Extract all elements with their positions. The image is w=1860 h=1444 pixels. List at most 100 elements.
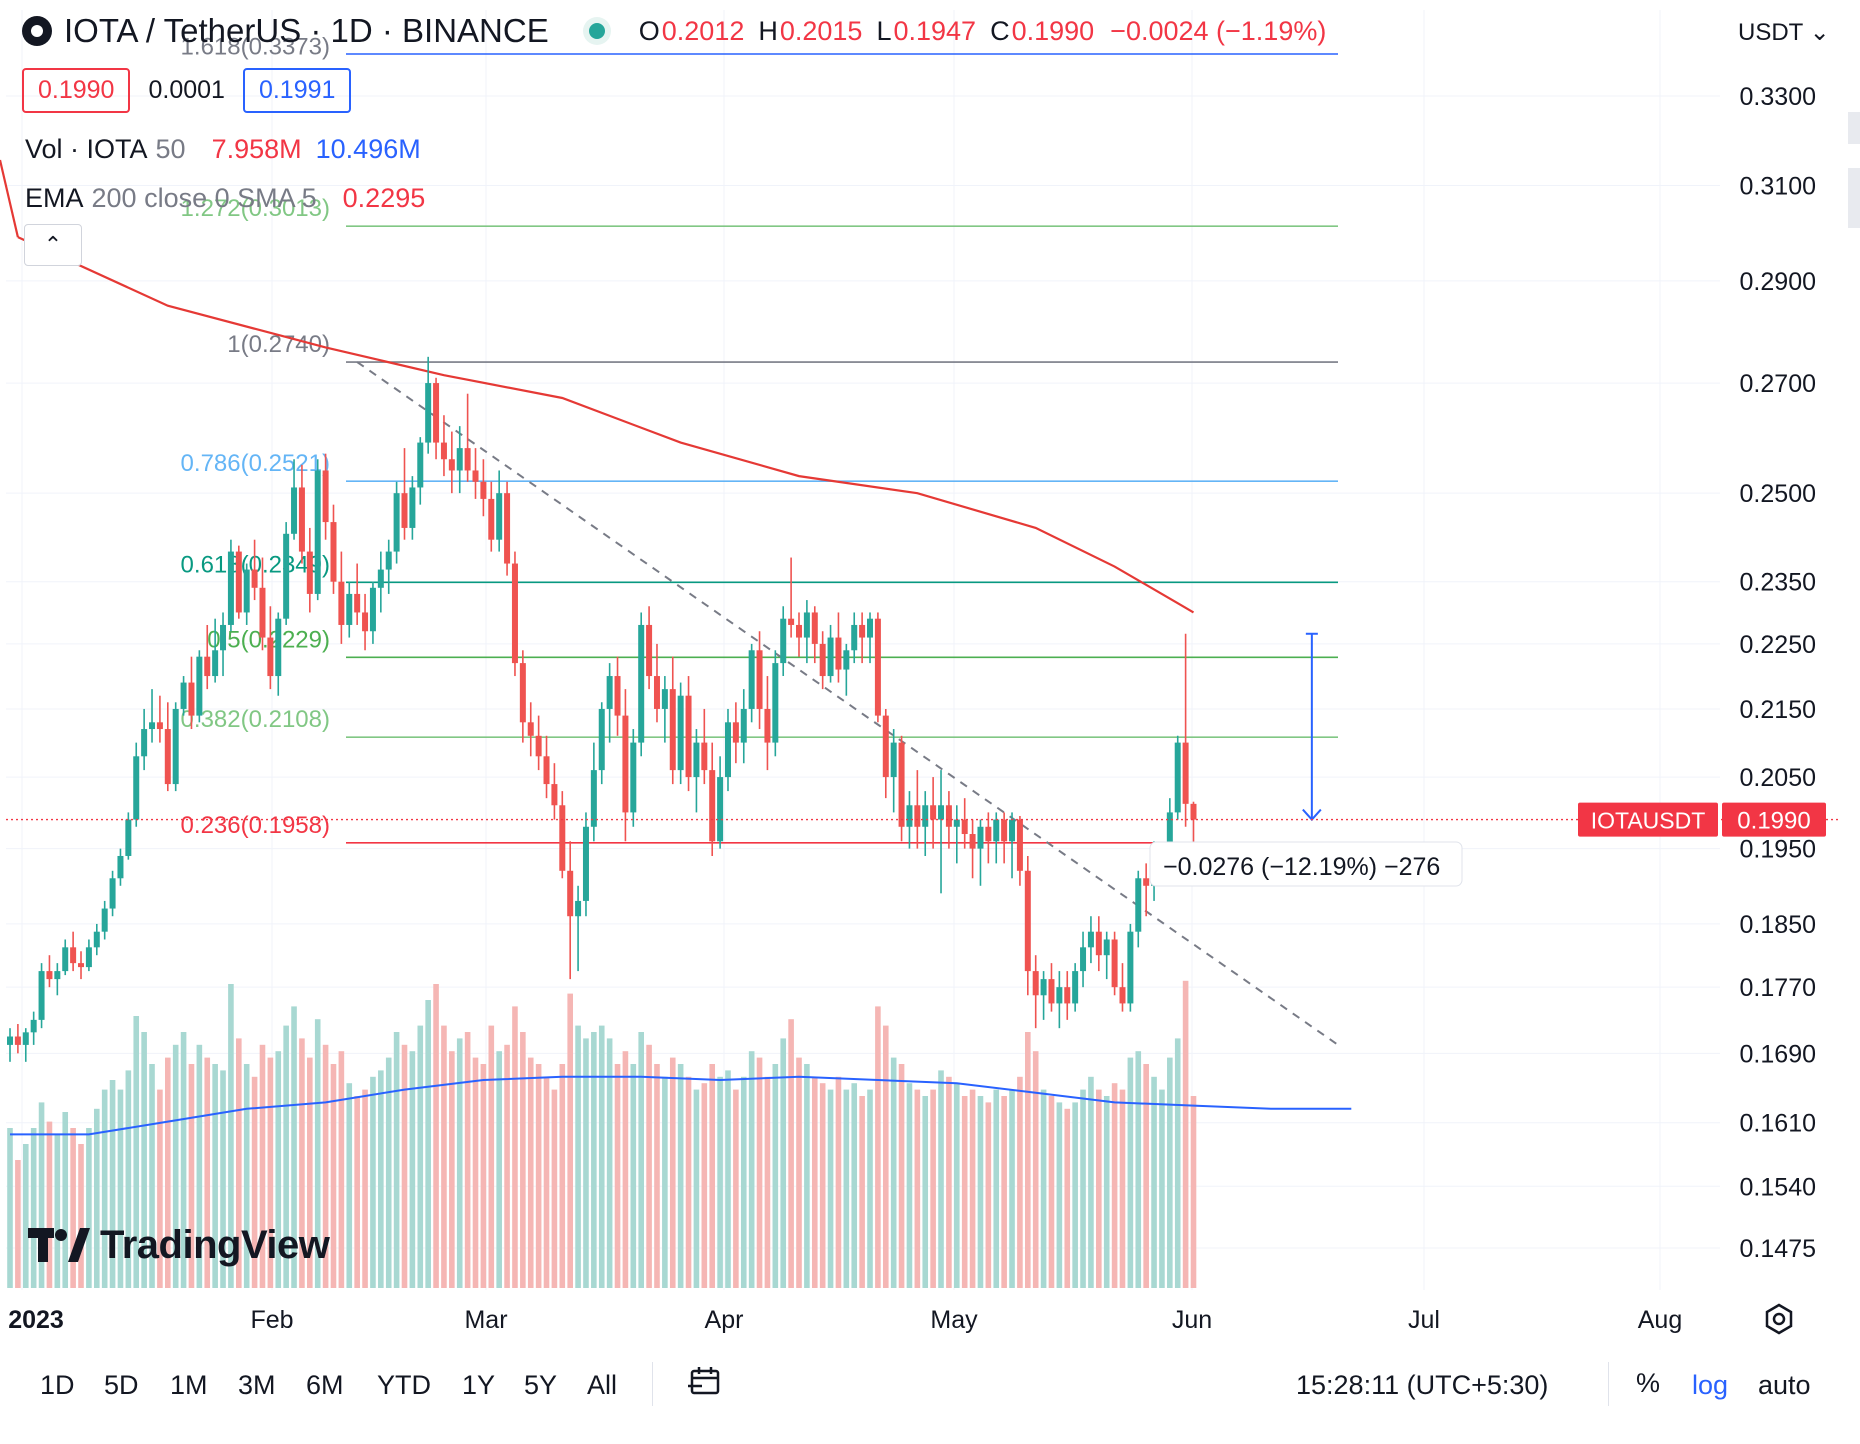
auto-scale-toggle[interactable]: auto <box>1758 1370 1811 1400</box>
candle-body <box>496 493 503 540</box>
candle-body <box>796 624 802 638</box>
candle <box>369 581 376 644</box>
fib-level-label: 0.236(0.1958) <box>181 812 330 839</box>
volume-bar <box>1040 1089 1047 1288</box>
candle-body <box>543 756 550 785</box>
candle <box>172 702 179 792</box>
candle-body <box>764 708 771 743</box>
volume-bar <box>685 1076 692 1288</box>
volume-bar <box>859 1096 865 1288</box>
candle-body <box>354 593 361 613</box>
volume-bar <box>1032 1051 1039 1288</box>
measure-label-box <box>1149 841 1463 887</box>
volume-bar <box>591 1032 597 1288</box>
candle <box>243 563 250 625</box>
candle-body <box>535 735 542 757</box>
y-tick-label: 0.2250 <box>1740 631 1816 659</box>
candle-body <box>606 676 613 709</box>
scroll-handle[interactable] <box>1848 168 1860 228</box>
candle <box>922 791 929 856</box>
low-value: 0.1947 <box>893 15 977 46</box>
currency-selector[interactable]: USDT ⌄ <box>1738 19 1830 46</box>
volume-bar <box>512 1006 518 1288</box>
candle-body <box>488 498 495 540</box>
range-ytd[interactable]: YTD <box>377 1370 431 1400</box>
percent-scale-toggle[interactable]: % <box>1636 1368 1661 1398</box>
volume-bar <box>283 1025 289 1288</box>
candle <box>204 624 211 690</box>
candle-body <box>1127 931 1134 1004</box>
volume-bar <box>385 1057 392 1288</box>
candle-body <box>843 650 850 670</box>
candle <box>819 631 826 690</box>
candle <box>196 650 203 723</box>
candle-body <box>1166 812 1173 856</box>
candle-body <box>961 819 968 835</box>
volume-bar <box>196 1044 203 1288</box>
candle-body <box>772 663 779 743</box>
candle <box>575 885 582 972</box>
candle <box>306 527 313 613</box>
open-value: 0.2012 <box>661 15 745 46</box>
tradingview-logo[interactable]: TradingView <box>28 1222 330 1268</box>
range-1m[interactable]: 1M <box>170 1370 208 1400</box>
ema-legend[interactable]: EMA 200 close 0 SMA 5 0.2295 <box>25 183 426 213</box>
range-all[interactable]: All <box>587 1370 618 1400</box>
range-5d[interactable]: 5D <box>104 1370 139 1400</box>
volume-bar <box>22 1144 29 1288</box>
scroll-handle[interactable] <box>1848 112 1860 144</box>
candle-body <box>46 971 53 980</box>
range-1d[interactable]: 1D <box>40 1370 75 1400</box>
candle <box>1064 971 1071 1020</box>
volume-bar <box>449 1051 455 1288</box>
settings-icon[interactable] <box>1762 1302 1796 1336</box>
candle <box>827 624 834 683</box>
symbol-title[interactable]: IOTA / TetherUS · 1D · BINANCE <box>64 12 549 49</box>
candle <box>811 606 818 664</box>
candle-body <box>54 971 61 980</box>
candle <box>401 448 408 540</box>
volume-legend[interactable]: Vol · IOTA 50 7.958M 10.496M <box>25 134 421 164</box>
clock[interactable]: 15:28:11 (UTC+5:30) <box>1296 1370 1549 1400</box>
range-1y[interactable]: 1Y <box>462 1370 496 1400</box>
candle <box>772 650 779 757</box>
range-5y[interactable]: 5Y <box>524 1370 558 1400</box>
symbol-legend[interactable]: IOTA / TetherUS · 1D · BINANCE O0.2012 H… <box>22 12 1326 50</box>
candle-body <box>867 618 874 638</box>
range-6m[interactable]: 6M <box>306 1370 344 1400</box>
candle-body <box>859 624 866 638</box>
log-scale-toggle[interactable]: log <box>1692 1370 1729 1400</box>
candle-body <box>1080 947 1087 972</box>
market-status-icon[interactable] <box>588 23 605 39</box>
candle <box>440 415 447 477</box>
volume-bar <box>409 1051 416 1288</box>
y-tick-label: 0.2500 <box>1740 480 1816 508</box>
candle <box>701 708 708 785</box>
volume-bar <box>1025 1032 1031 1288</box>
candle-body <box>196 656 203 716</box>
sell-button[interactable]: 0.1990 <box>22 68 131 113</box>
volume-bars <box>7 980 1197 1288</box>
buy-button[interactable]: 0.1991 <box>242 68 352 113</box>
volume-bar <box>172 1044 179 1288</box>
volume-bar <box>330 1064 337 1288</box>
go-to-date-icon[interactable] <box>688 1366 722 1398</box>
candle <box>519 650 526 743</box>
candle <box>1001 812 1008 864</box>
candle-body <box>898 742 905 827</box>
volume-bar <box>780 1038 787 1288</box>
collapse-legend-button[interactable]: ⌃ <box>24 224 82 266</box>
ema-200-line <box>17 236 1195 614</box>
volume-bar <box>788 1019 794 1288</box>
volume-bar <box>109 1080 116 1288</box>
candle <box>362 593 369 651</box>
volume-bar <box>1088 1076 1094 1288</box>
candle-body <box>677 695 684 771</box>
candle <box>212 618 219 683</box>
range-3m[interactable]: 3M <box>238 1370 276 1400</box>
candle-body <box>1024 870 1031 972</box>
volume-bar <box>1167 1057 1173 1288</box>
volume-bar <box>401 1044 408 1288</box>
candle-body <box>638 624 645 743</box>
